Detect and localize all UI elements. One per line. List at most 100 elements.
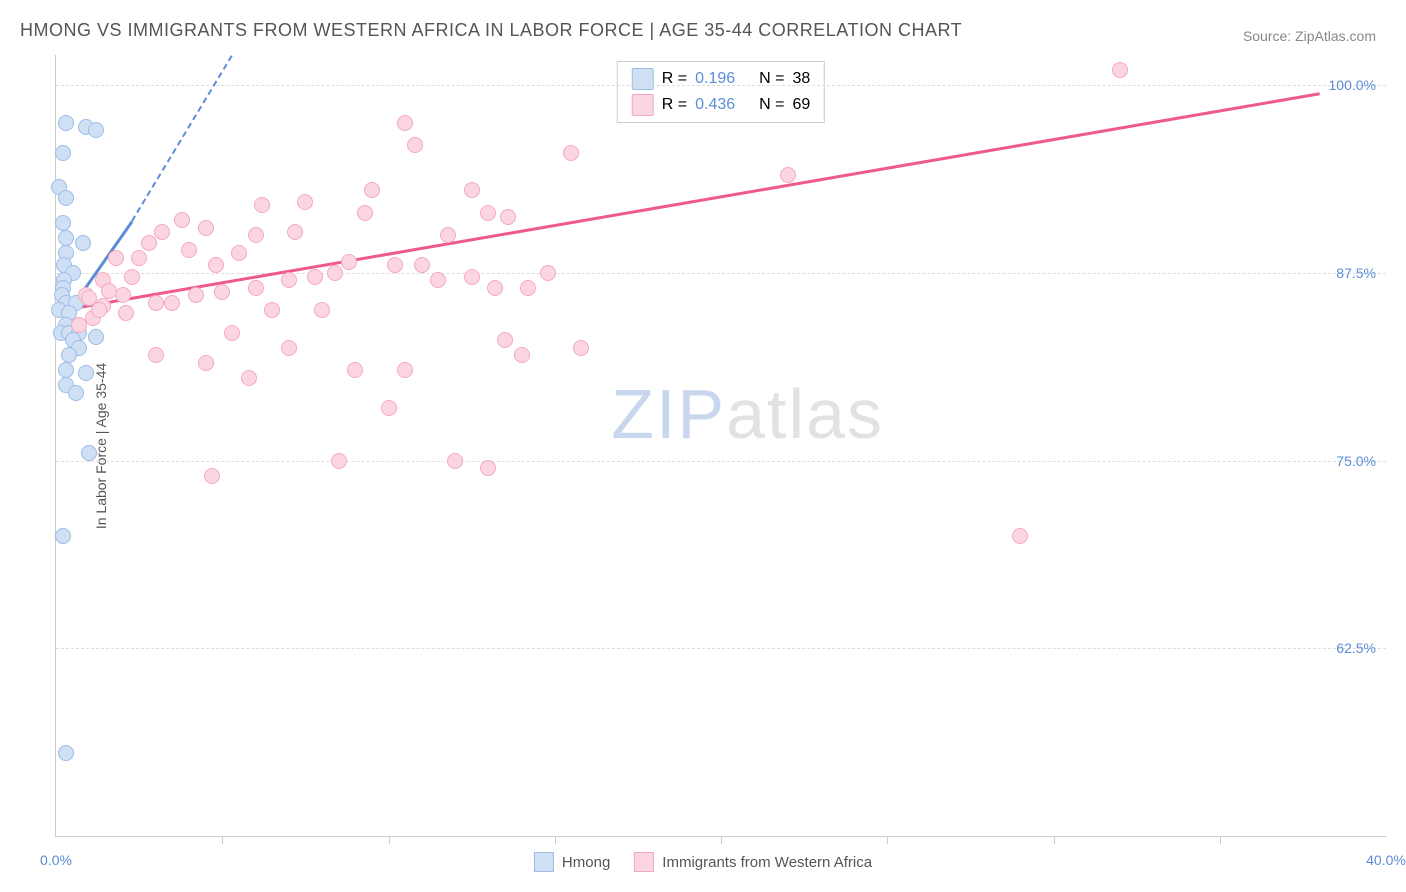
scatter-point [58, 230, 74, 246]
scatter-point [248, 280, 264, 296]
scatter-point [414, 257, 430, 273]
x-tick-label: 0.0% [40, 852, 72, 868]
scatter-point [327, 265, 343, 281]
scatter-point [231, 245, 247, 261]
scatter-point [254, 197, 270, 213]
scatter-point [198, 220, 214, 236]
scatter-point [241, 370, 257, 386]
scatter-point [88, 122, 104, 138]
scatter-point [101, 283, 117, 299]
x-tick [222, 836, 223, 844]
scatter-point [357, 205, 373, 221]
legend-label-hmong: Hmong [562, 854, 610, 871]
scatter-point [1112, 62, 1128, 78]
legend-row-hmong: R = 0.196 N = 38 [632, 66, 810, 92]
scatter-point [540, 265, 556, 281]
correlation-legend: R = 0.196 N = 38 R = 0.436 N = 69 [617, 61, 825, 123]
gridline-h [56, 273, 1386, 274]
scatter-point [1012, 528, 1028, 544]
scatter-point [341, 254, 357, 270]
scatter-point [75, 235, 91, 251]
x-tick [887, 836, 888, 844]
y-tick-label: 87.5% [1336, 265, 1376, 281]
x-tick [555, 836, 556, 844]
scatter-point [58, 362, 74, 378]
watermark: ZIPatlas [611, 374, 884, 454]
legend-swatch-wafrica [632, 94, 654, 116]
source-attribution: Source: ZipAtlas.com [1243, 28, 1376, 44]
x-tick [721, 836, 722, 844]
y-tick-label: 100.0% [1329, 77, 1376, 93]
scatter-point [573, 340, 589, 356]
scatter-point [331, 453, 347, 469]
gridline-h [56, 648, 1386, 649]
scatter-point [55, 215, 71, 231]
x-tick-label: 40.0% [1366, 852, 1406, 868]
scatter-point [480, 460, 496, 476]
x-tick [389, 836, 390, 844]
gridline-h [56, 85, 1386, 86]
y-tick-label: 62.5% [1336, 640, 1376, 656]
scatter-point [148, 295, 164, 311]
scatter-point [248, 227, 264, 243]
scatter-point [188, 287, 204, 303]
legend-swatch-hmong [632, 68, 654, 90]
scatter-point [447, 453, 463, 469]
scatter-point [118, 305, 134, 321]
scatter-point [58, 115, 74, 131]
n-label: N = [759, 96, 784, 114]
scatter-point [55, 528, 71, 544]
scatter-point [287, 224, 303, 240]
plot-area: ZIPatlas R = 0.196 N = 38 R = 0.436 N = … [55, 55, 1386, 837]
x-tick [1220, 836, 1221, 844]
scatter-point [78, 365, 94, 381]
scatter-point [480, 205, 496, 221]
scatter-point [397, 115, 413, 131]
scatter-point [58, 745, 74, 761]
y-tick-label: 75.0% [1336, 453, 1376, 469]
scatter-point [520, 280, 536, 296]
scatter-point [780, 167, 796, 183]
watermark-atlas: atlas [726, 375, 884, 453]
scatter-point [181, 242, 197, 258]
scatter-point [281, 272, 297, 288]
legend-square-hmong [534, 852, 554, 872]
scatter-point [124, 269, 140, 285]
correlation-chart: HMONG VS IMMIGRANTS FROM WESTERN AFRICA … [0, 0, 1406, 892]
scatter-point [407, 137, 423, 153]
x-tick [1054, 836, 1055, 844]
scatter-point [214, 284, 230, 300]
scatter-point [487, 280, 503, 296]
scatter-point [364, 182, 380, 198]
legend-item-wafrica: Immigrants from Western Africa [634, 852, 872, 872]
legend-row-wafrica: R = 0.436 N = 69 [632, 92, 810, 118]
scatter-point [204, 468, 220, 484]
scatter-point [164, 295, 180, 311]
legend-label-wafrica: Immigrants from Western Africa [662, 854, 872, 871]
scatter-point [464, 182, 480, 198]
scatter-point [514, 347, 530, 363]
scatter-point [224, 325, 240, 341]
scatter-point [58, 190, 74, 206]
scatter-point [148, 347, 164, 363]
scatter-point [108, 250, 124, 266]
scatter-point [88, 329, 104, 345]
scatter-point [297, 194, 313, 210]
scatter-point [464, 269, 480, 285]
scatter-point [131, 250, 147, 266]
legend-item-hmong: Hmong [534, 852, 610, 872]
scatter-point [61, 347, 77, 363]
scatter-point [55, 145, 71, 161]
scatter-point [500, 209, 516, 225]
scatter-point [141, 235, 157, 251]
scatter-point [440, 227, 456, 243]
scatter-point [563, 145, 579, 161]
scatter-point [154, 224, 170, 240]
scatter-point [91, 302, 107, 318]
legend-square-wafrica [634, 852, 654, 872]
scatter-point [347, 362, 363, 378]
trend-line-dashed [132, 55, 233, 221]
series-legend: Hmong Immigrants from Western Africa [534, 852, 872, 872]
scatter-point [397, 362, 413, 378]
chart-title: HMONG VS IMMIGRANTS FROM WESTERN AFRICA … [20, 20, 962, 41]
